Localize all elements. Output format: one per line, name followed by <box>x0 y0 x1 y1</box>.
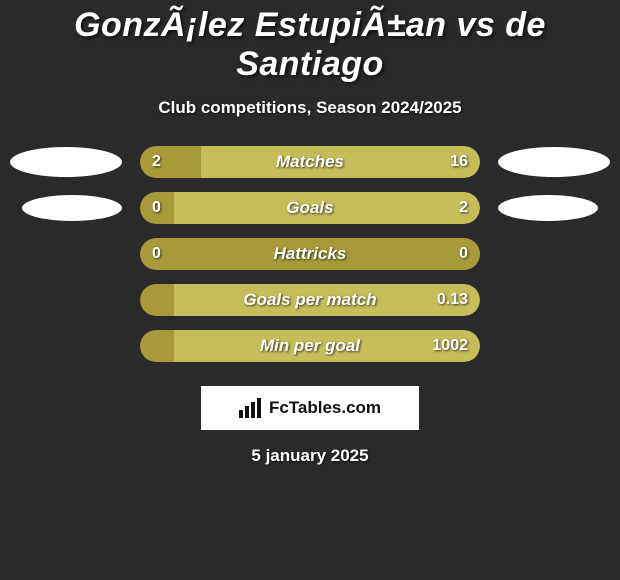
stat-rows: 2Matches160Goals20Hattricks0Goals per ma… <box>0 146 620 362</box>
spacer <box>498 331 610 361</box>
stat-row: Min per goal1002 <box>0 330 620 362</box>
stat-bar: Goals per match0.13 <box>140 284 480 316</box>
date-label: 5 january 2025 <box>0 446 620 466</box>
spacer <box>10 285 122 315</box>
player-left-ellipse <box>10 147 122 177</box>
stat-bar: Min per goal1002 <box>140 330 480 362</box>
footer-logo-box: FcTables.com <box>201 386 419 430</box>
stat-row: 0Goals2 <box>0 192 620 224</box>
player-left-ellipse <box>22 195 122 221</box>
spacer <box>10 239 122 269</box>
player-right-ellipse <box>498 147 610 177</box>
comparison-card: GonzÃ¡lez EstupiÃ±an vs de Santiago Club… <box>0 0 620 466</box>
subtitle: Club competitions, Season 2024/2025 <box>0 98 620 118</box>
player-right-ellipse <box>498 195 598 221</box>
stat-bar: 0Goals2 <box>140 192 480 224</box>
stat-value-right: 16 <box>450 146 468 178</box>
stat-row: Goals per match0.13 <box>0 284 620 316</box>
footer-label: FcTables.com <box>269 398 381 418</box>
stat-row: 0Hattricks0 <box>0 238 620 270</box>
stat-value-right: 0.13 <box>437 284 468 316</box>
stat-label: Matches <box>140 146 480 178</box>
bars-icon <box>239 398 263 418</box>
stat-label: Goals per match <box>140 284 480 316</box>
spacer <box>498 239 610 269</box>
stat-value-right: 1002 <box>432 330 468 362</box>
stat-label: Min per goal <box>140 330 480 362</box>
stat-row: 2Matches16 <box>0 146 620 178</box>
stat-value-right: 0 <box>459 238 468 270</box>
spacer <box>10 331 122 361</box>
page-title: GonzÃ¡lez EstupiÃ±an vs de Santiago <box>0 6 620 84</box>
stat-value-right: 2 <box>459 192 468 224</box>
stat-label: Hattricks <box>140 238 480 270</box>
stat-bar: 0Hattricks0 <box>140 238 480 270</box>
spacer <box>498 285 610 315</box>
stat-bar: 2Matches16 <box>140 146 480 178</box>
stat-label: Goals <box>140 192 480 224</box>
